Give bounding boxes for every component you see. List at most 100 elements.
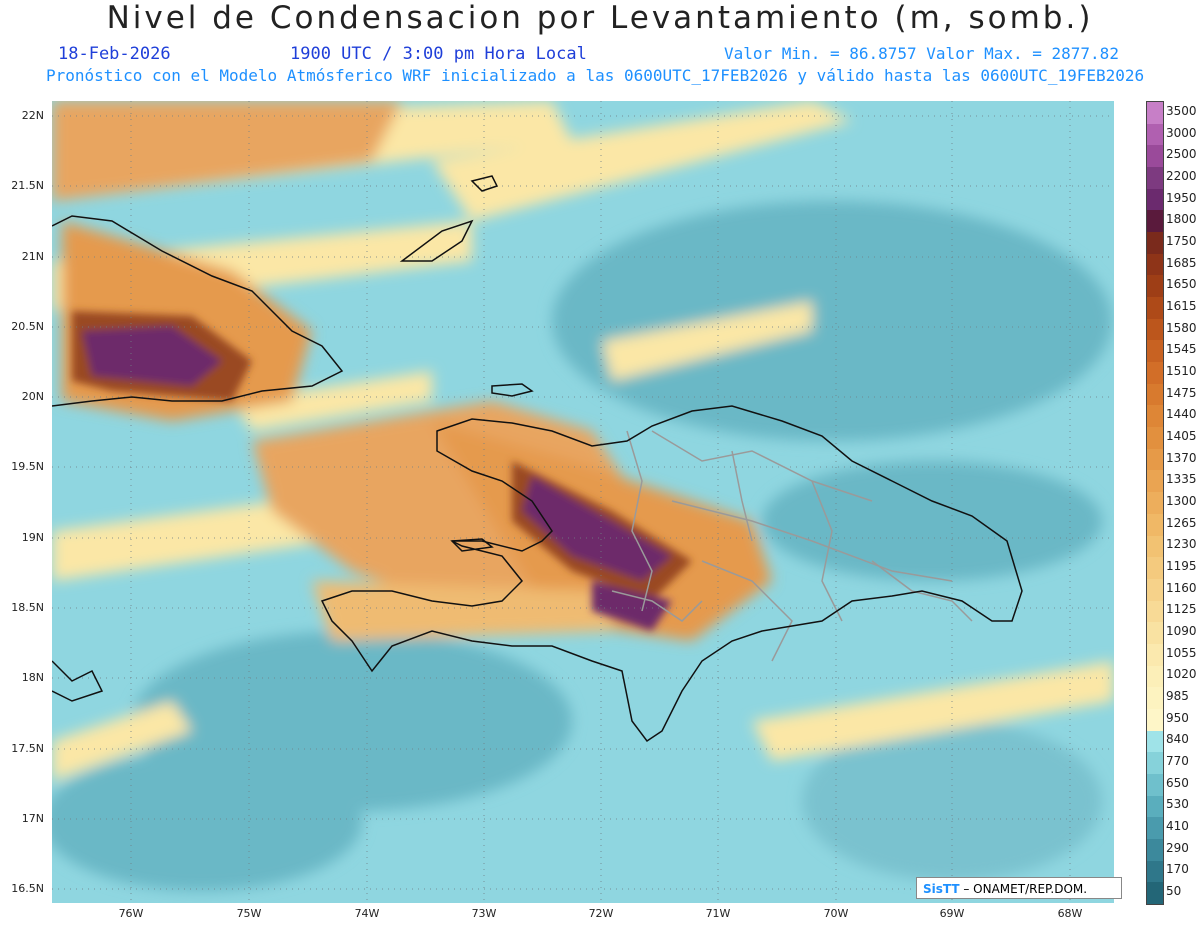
great-inagua [470,175,499,192]
colorbar-label: 770 [1166,754,1189,769]
colorbar-segment [1147,817,1163,840]
colorbar-label: 1545 [1166,342,1197,357]
colorbar-segment [1147,232,1163,255]
gonave [450,538,494,552]
colorbar-segment [1147,188,1163,211]
colorbar-label: 840 [1166,732,1189,747]
colorbar-label: 950 [1166,710,1189,725]
colorbar-label: 1230 [1166,537,1197,552]
turks-caicos [399,219,474,262]
lon-label: 75W [236,907,262,920]
lat-label: 20N [21,390,44,403]
colorbar-segment [1147,643,1163,667]
colorbar-segment [1147,340,1163,363]
colorbar-segment [1147,513,1163,536]
colorbar-label: 985 [1166,689,1189,704]
colorbar-segment [1147,687,1163,710]
credit-text: – ONAMET/REP.DOM. [959,882,1088,896]
lat-label: 17.5N [11,742,44,755]
colorbar-label: 3500 [1166,103,1197,118]
valid-date: 18-Feb-2026 [58,44,171,64]
colorbar-label: 1510 [1166,363,1197,378]
lat-label: 19N [21,531,44,544]
tortuga [491,383,534,397]
colorbar-label: 1750 [1166,233,1197,248]
map-title: Nivel de Condensacion por Levantamiento … [106,0,1094,36]
colorbar-label: 1800 [1166,212,1197,227]
lon-label: 76W [118,907,144,920]
lat-label: 20.5N [11,320,44,333]
cuba-coast [52,215,344,407]
colorbar-label: 3000 [1166,125,1197,140]
colorbar-segment [1147,795,1163,818]
jamaica-edge [52,660,104,702]
colorbar-segment [1147,557,1163,580]
colorbar-segment [1147,752,1163,775]
colorbar-segment [1147,470,1163,493]
colorbar-segment [1147,622,1163,645]
lat-label: 17N [21,812,44,825]
lon-label: 74W [354,907,380,920]
lon-label: 72W [588,907,614,920]
lat-label: 21.5N [11,179,44,192]
lcl-map [52,101,1114,903]
lon-label: 73W [471,907,497,920]
lat-label: 16.5N [11,882,44,895]
colorbar-segment [1147,578,1163,602]
lat-label: 19.5N [11,460,44,473]
colorbar-segment [1147,427,1163,450]
colorbar-label: 1160 [1166,580,1197,595]
colorbar-segment [1147,600,1163,623]
high-lcl-cores [72,311,692,631]
colorbar-label: 1370 [1166,450,1197,465]
province-borders [611,430,973,662]
colorbar-label: 1405 [1166,428,1197,443]
lon-label: 70W [823,907,849,920]
colorbar-segment [1147,860,1163,883]
model-info: Pronóstico con el Modelo Atmósferico WRF… [46,66,1145,85]
colorbar-segment [1147,275,1163,298]
colorbar-segment [1147,297,1163,320]
colorbar-label: 1020 [1166,667,1197,682]
colorbar-label: 1195 [1166,559,1197,574]
colorbar-label: 1440 [1166,407,1197,422]
colorbar-label: 1950 [1166,190,1197,205]
colorbar-segment [1147,253,1163,276]
colorbar-label: 2200 [1166,168,1197,183]
colorbar-label: 1475 [1166,385,1197,400]
colorbar-label: 1090 [1166,624,1197,639]
colorbar-segment [1147,318,1163,341]
lat-label: 21N [21,250,44,263]
colorbar-label: 1615 [1166,298,1197,313]
colorbar-segment [1147,102,1163,125]
credit-box: SisTT – ONAMET/REP.DOM. [916,877,1122,899]
colorbar-label: 1125 [1166,602,1197,617]
lat-label: 18N [21,671,44,684]
colorbar-segment [1147,383,1163,406]
colorbar-label: 1335 [1166,472,1197,487]
colorbar-label: 170 [1166,862,1189,877]
colorbar-segment [1147,730,1163,753]
colorbar-segment [1147,210,1163,233]
colorbar-label: 1580 [1166,320,1197,335]
colorbar-label: 1300 [1166,494,1197,508]
lon-label: 71W [705,907,731,920]
colorbar-segment [1147,773,1163,797]
colorbar-segment [1147,123,1163,146]
lon-label: 68W [1057,907,1083,920]
colorbar-label: 1650 [1166,277,1197,292]
colorbar-label: 50 [1166,884,1182,899]
colorbar-segment [1147,535,1163,558]
colorbar [1146,101,1164,905]
coastlines [52,175,1023,743]
sistt-logo: SisTT [923,882,960,896]
colorbar-segment [1147,492,1163,515]
colorbar-segment [1147,145,1163,168]
colorbar-label: 290 [1166,840,1189,855]
colorbar-label: 2500 [1166,147,1197,162]
colorbar-label: 410 [1166,819,1189,834]
colorbar-label: 1265 [1166,515,1197,530]
lon-label: 69W [939,907,965,920]
colorbar-segment [1147,448,1163,471]
lat-label: 22N [21,109,44,122]
